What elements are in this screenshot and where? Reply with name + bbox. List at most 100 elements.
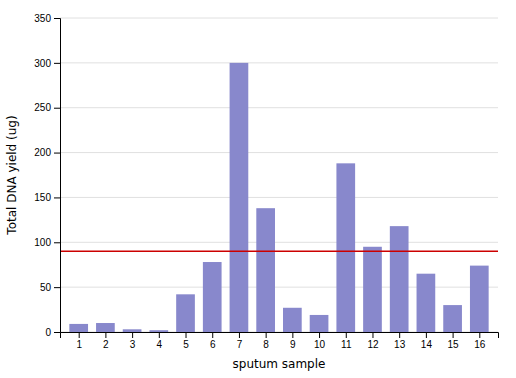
x-tick-mark [479, 332, 480, 338]
bar [417, 274, 436, 332]
y-tick-mark [54, 332, 60, 333]
x-tick-mark [453, 332, 454, 338]
x-tick: 1 [76, 332, 82, 350]
x-tick-label: 7 [237, 339, 243, 350]
bar [443, 305, 462, 332]
x-tick-mark [132, 332, 133, 338]
x-tick-mark [372, 332, 373, 338]
y-tick-label: 200 [34, 147, 51, 158]
x-tick-label: 1 [76, 339, 82, 350]
x-tick-mark [239, 332, 240, 338]
y-tick-mark [54, 18, 60, 19]
x-tick: 14 [421, 332, 433, 350]
bar [149, 330, 168, 332]
bar [310, 315, 329, 332]
y-tick-mark [54, 287, 60, 288]
x-tick-mark [186, 332, 187, 338]
y-tick-label: 150 [34, 192, 51, 203]
x-tick: 5 [183, 332, 189, 350]
x-tick: 2 [103, 332, 109, 350]
x-tick-mark [159, 332, 160, 338]
grid-line [60, 152, 498, 153]
grid-line [60, 18, 498, 19]
x-tick: 10 [314, 332, 326, 350]
x-tick-mark [79, 332, 80, 338]
x-tick-mark [212, 332, 213, 338]
grid-line [60, 107, 498, 108]
x-tick: 4 [157, 332, 163, 350]
x-tick-label: 2 [103, 339, 109, 350]
x-tick-mark [346, 332, 347, 338]
bar [123, 329, 142, 332]
chart: 1234567891011121314151605010015020025030… [0, 0, 516, 378]
x-axis: 12345678910111213141516 [61, 332, 499, 350]
grid-line [60, 62, 498, 63]
y-tick: 200 [34, 147, 60, 158]
x-tick-mark [266, 332, 267, 338]
x-tick-label: 10 [314, 339, 326, 350]
x-tick-label: 6 [210, 339, 216, 350]
y-tick: 100 [34, 237, 60, 248]
bar [176, 294, 195, 332]
x-tick: 11 [341, 332, 352, 350]
y-tick: 150 [34, 192, 60, 203]
x-tick-mark [105, 332, 106, 338]
x-tick-label: 5 [183, 339, 189, 350]
y-tick: 250 [34, 102, 60, 113]
y-tick-mark [54, 197, 60, 198]
y-tick-mark [54, 108, 60, 109]
bar [69, 324, 88, 332]
x-tick-label: 11 [341, 339, 352, 350]
y-tick: 0 [45, 327, 60, 338]
x-tick-mark [426, 332, 427, 338]
x-tick: 12 [367, 332, 379, 350]
bar [363, 247, 382, 332]
bar [96, 323, 115, 332]
y-tick: 350 [34, 13, 60, 24]
y-axis: 0 50 100 150 200 250 300 350 [34, 13, 60, 338]
x-tick: 9 [290, 332, 296, 350]
x-axis-title: sputum sample [233, 357, 326, 371]
grid-line [60, 242, 498, 243]
x-tick: 7 [237, 332, 243, 350]
y-tick-label: 300 [34, 58, 51, 69]
bar [390, 226, 409, 332]
y-tick-label: 50 [40, 282, 52, 293]
plot: 1234567891011121314151605010015020025030… [34, 13, 498, 350]
y-axis-line [54, 19, 61, 333]
x-tick: 6 [210, 332, 216, 350]
y-tick-mark [54, 242, 60, 243]
x-tick-label: 15 [448, 339, 460, 350]
x-tick-label: 8 [263, 339, 269, 350]
y-tick: 300 [34, 58, 60, 69]
grid [60, 18, 498, 332]
y-tick-label: 0 [45, 327, 51, 338]
x-tick-label: 3 [130, 339, 136, 350]
bar [283, 308, 302, 332]
bar [203, 262, 222, 332]
x-tick: 15 [448, 332, 460, 350]
x-tick: 3 [130, 332, 136, 350]
y-tick: 50 [40, 282, 60, 293]
x-tick-label: 14 [421, 339, 433, 350]
x-tick-label: 12 [367, 339, 379, 350]
grid-line [60, 197, 498, 198]
x-tick-mark [319, 332, 320, 338]
marks [60, 63, 498, 332]
bar [336, 163, 355, 332]
x-axis-line [61, 333, 499, 339]
x-tick-label: 13 [394, 339, 406, 350]
y-tick-mark [54, 153, 60, 154]
x-tick-label: 16 [474, 339, 486, 350]
reference-line [60, 251, 498, 253]
bar [230, 63, 249, 332]
x-tick-mark [292, 332, 293, 338]
x-tick: 13 [394, 332, 406, 350]
y-tick-label: 100 [34, 237, 51, 248]
x-tick-label: 9 [290, 339, 296, 350]
x-tick: 16 [474, 332, 486, 350]
y-axis-title: Total DNA yield (ug) [5, 115, 19, 235]
x-tick: 8 [263, 332, 269, 350]
x-tick-mark [399, 332, 400, 338]
x-tick-label: 4 [157, 339, 163, 350]
